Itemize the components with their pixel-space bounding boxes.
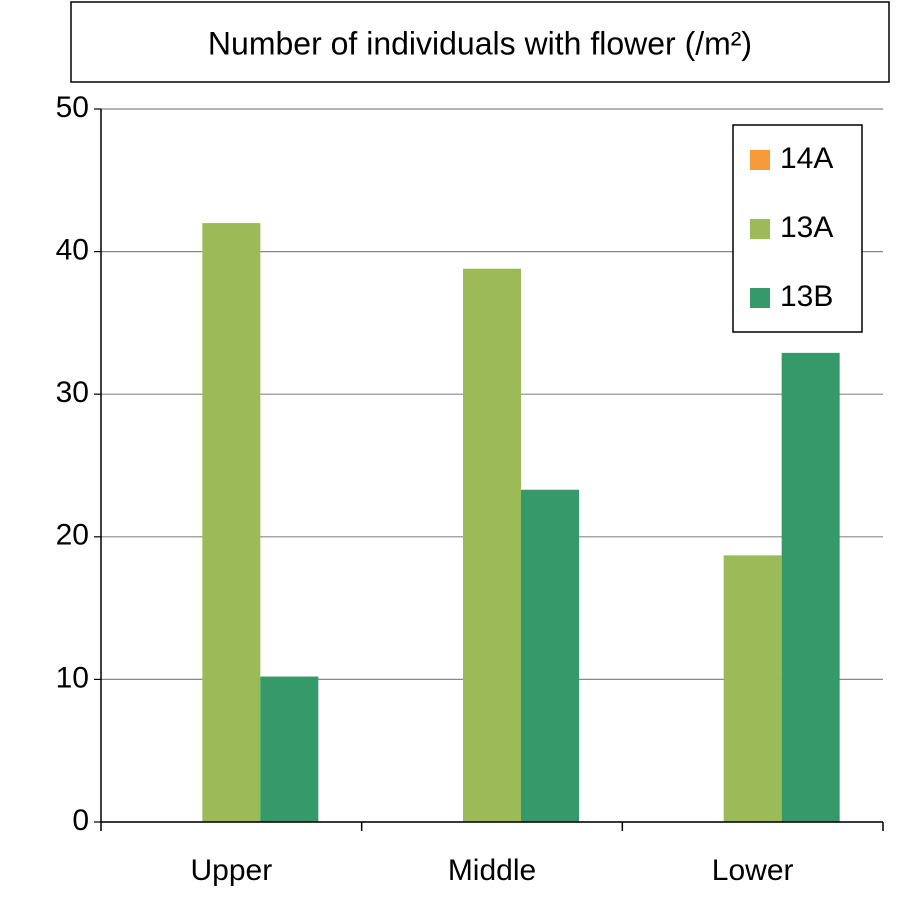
y-tick-label: 40	[56, 234, 89, 267]
x-tick-label: Middle	[448, 854, 536, 887]
chart-title: Number of individuals with flower (/m²)	[208, 25, 752, 61]
bar	[521, 489, 579, 822]
bar	[463, 268, 521, 822]
bar	[260, 676, 319, 822]
legend-label: 14A	[780, 142, 833, 175]
legend-swatch	[750, 219, 770, 239]
legend-label: 13A	[780, 211, 833, 244]
bar	[202, 223, 261, 822]
legend-swatch	[750, 288, 770, 308]
y-tick-label: 0	[72, 804, 89, 837]
y-tick-label: 10	[56, 661, 89, 694]
title-box	[70, 1, 890, 83]
y-tick-label: 20	[56, 519, 89, 552]
y-tick-label: 50	[56, 91, 89, 124]
legend-label: 13B	[780, 280, 833, 313]
x-tick-label: Lower	[712, 854, 794, 887]
bar	[723, 555, 782, 822]
bar	[781, 352, 840, 822]
legend-swatch	[750, 150, 770, 170]
x-tick-label: Upper	[190, 854, 272, 887]
y-tick-label: 30	[56, 376, 89, 409]
